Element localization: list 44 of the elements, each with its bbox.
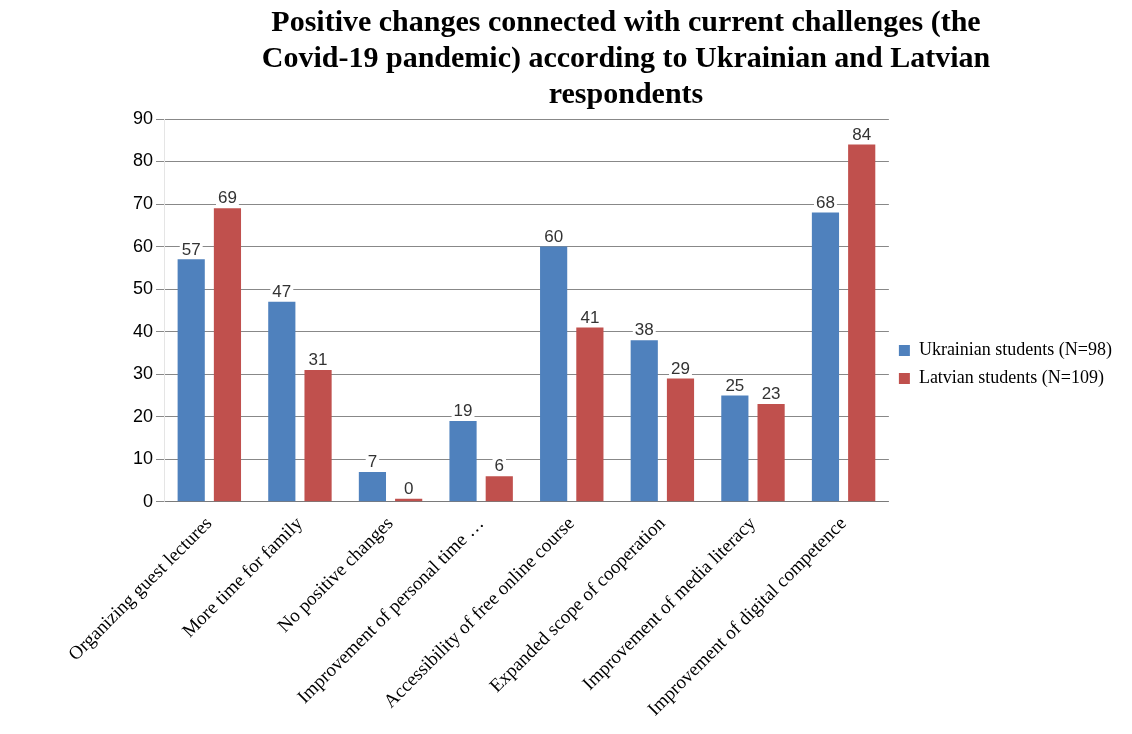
legend-label: Latvian students (N=109): [918, 367, 1105, 389]
bar: [449, 420, 477, 502]
data-label: 7: [367, 452, 378, 472]
y-tick-label: 70: [132, 193, 154, 214]
data-label: 6: [494, 456, 505, 476]
data-label: 57: [181, 239, 201, 259]
data-label: 41: [580, 307, 600, 327]
data-label: 84: [852, 124, 872, 144]
data-label: 47: [272, 282, 292, 302]
data-label: 19: [453, 401, 473, 421]
bar: [757, 403, 785, 502]
bar: [630, 340, 658, 502]
bar: [540, 246, 568, 502]
y-tick-label: 60: [132, 235, 154, 256]
data-label: 0: [403, 478, 414, 498]
y-tick-label: 20: [132, 405, 154, 426]
data-label: 69: [217, 188, 237, 208]
y-tick-label: 50: [132, 278, 154, 299]
data-label: 38: [634, 320, 654, 340]
bar: [177, 259, 205, 502]
bar: [721, 395, 749, 502]
bar: [811, 212, 840, 502]
data-label: 25: [725, 375, 745, 395]
bar: [213, 208, 242, 502]
y-tick-label: 80: [132, 150, 154, 171]
bar: [358, 471, 387, 502]
bar: [666, 378, 695, 502]
data-label: 31: [308, 350, 328, 370]
data-label: 68: [816, 192, 835, 212]
y-tick-label: 30: [132, 363, 154, 384]
data-label: 29: [671, 358, 690, 378]
chart-title: Positive changes connected with current challenges (the Covid-19 pandemic) according to Ukrainian and Latvian respondents: [261, 3, 991, 109]
y-tick-label: 0: [143, 490, 154, 511]
data-label: 23: [761, 384, 781, 404]
y-tick-label: 90: [132, 107, 154, 128]
bar: [848, 144, 876, 502]
bar: [485, 476, 513, 502]
y-tick-label: 10: [132, 448, 154, 469]
y-tick-label: 40: [132, 320, 154, 341]
legend-label: Ukrainian students (N=98): [918, 339, 1113, 361]
bar: [268, 301, 296, 502]
bar: [304, 369, 332, 502]
bar: [576, 327, 604, 502]
data-label: 60: [544, 226, 564, 246]
